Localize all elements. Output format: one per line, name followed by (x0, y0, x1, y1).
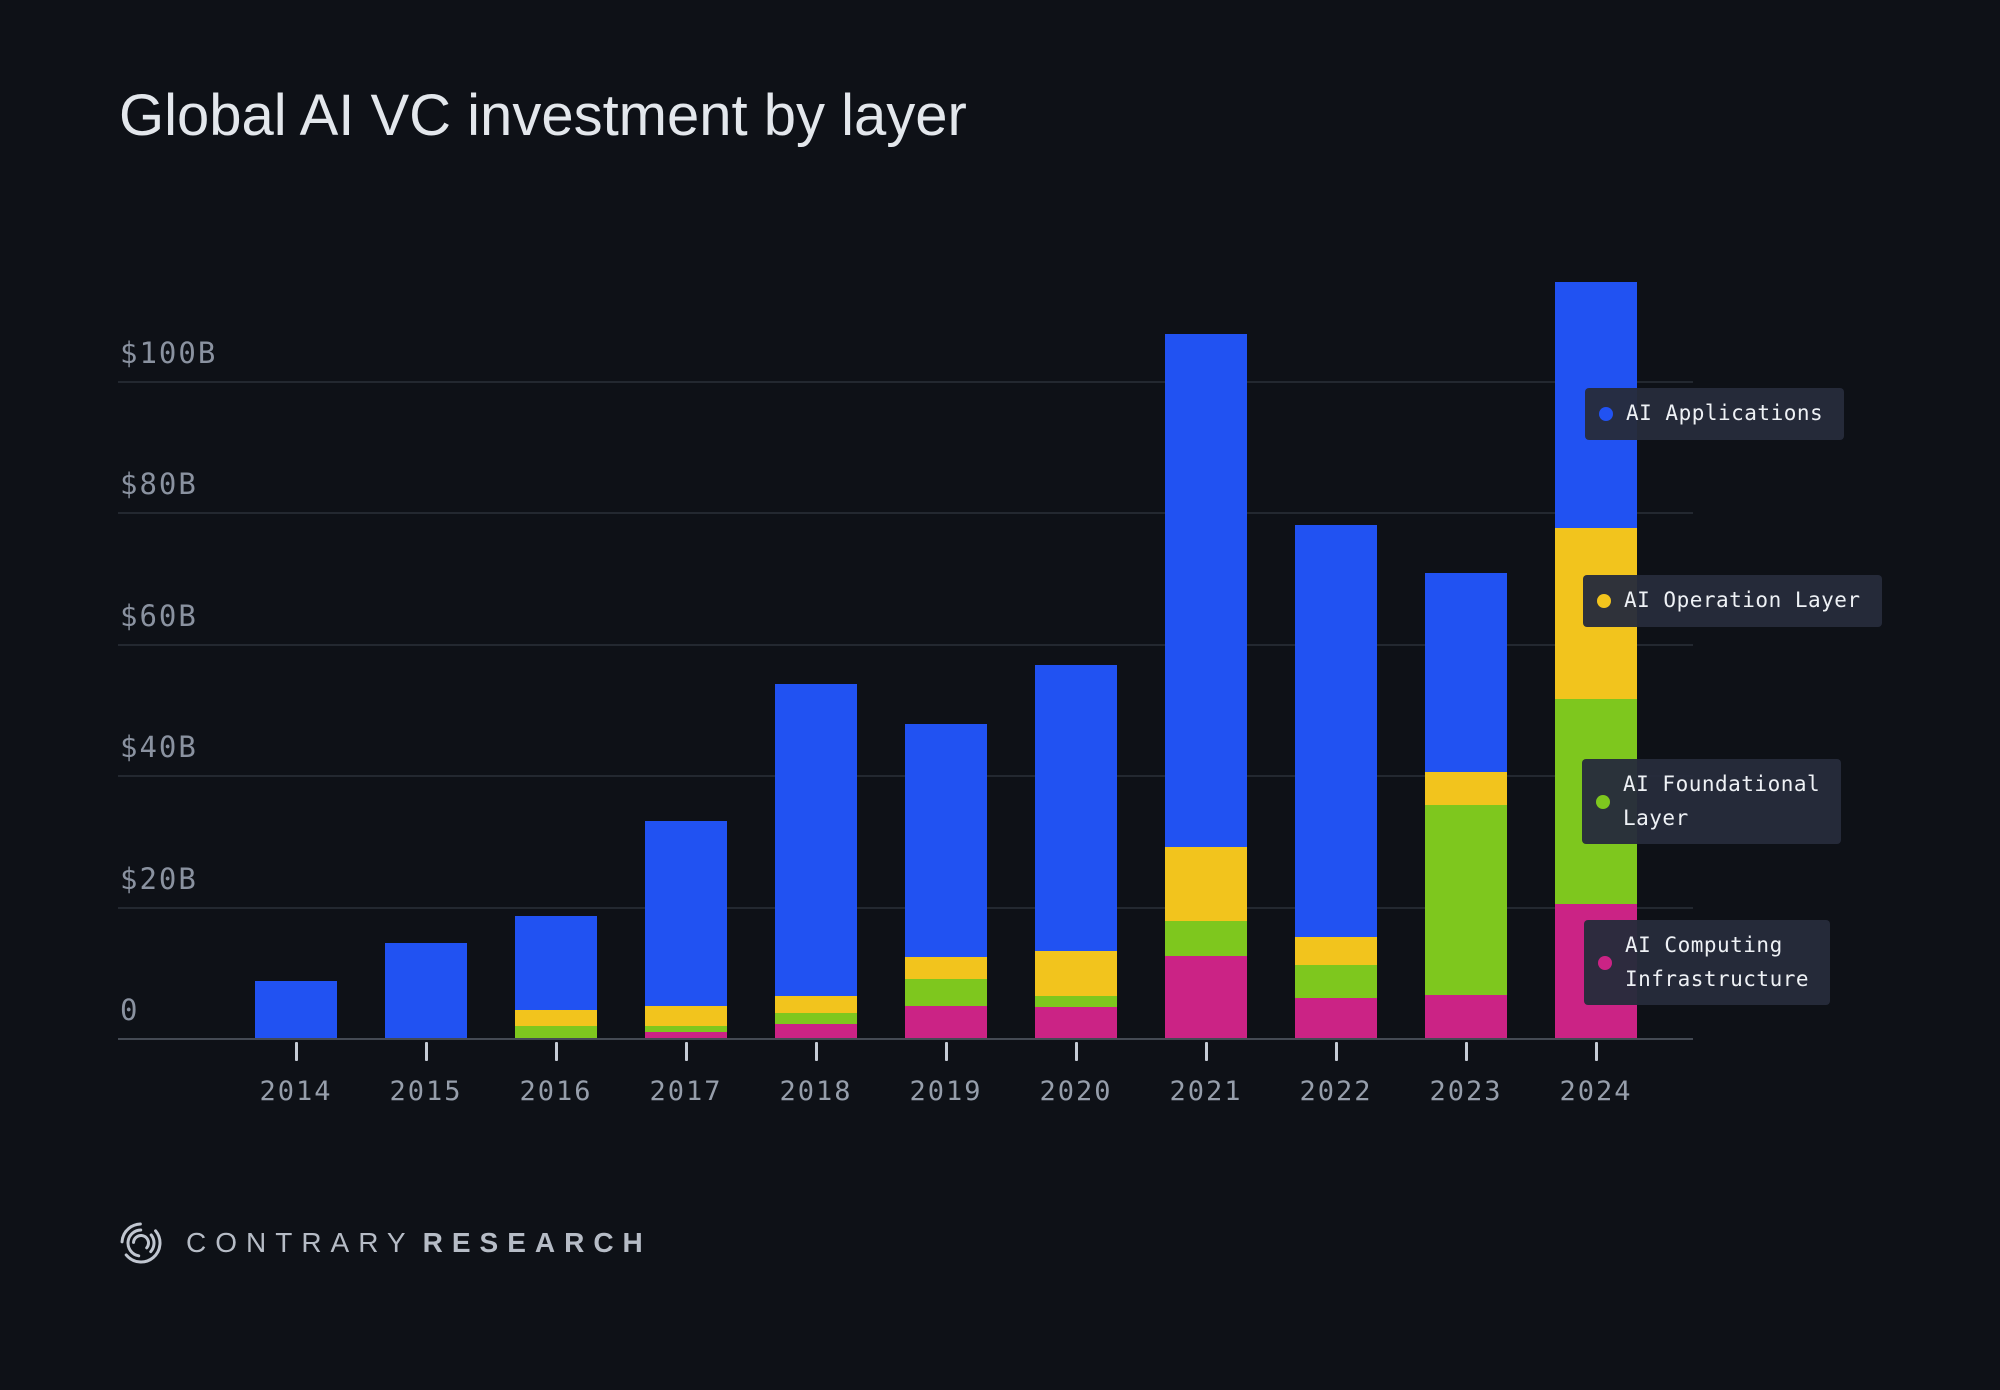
legend-label: AI Foundational Layer (1623, 772, 1821, 830)
gridline (118, 380, 1693, 383)
x-axis-tick (684, 1042, 688, 1061)
y-axis-label: 0 (120, 993, 140, 1027)
chart-title: Global AI VC investment by layer (119, 83, 967, 148)
x-axis-label: 2014 (259, 1076, 333, 1107)
x-axis-tick (424, 1042, 428, 1061)
legend-dot-icon (1596, 794, 1610, 809)
bar-segment-ai-foundational-layer (1165, 920, 1247, 957)
bar-segment-ai-foundational-layer (515, 1026, 597, 1038)
bar-segment-ai-computing-infrastructure (1295, 997, 1377, 1038)
y-axis-label: $100B (120, 335, 218, 370)
bar-segment-ai-operation-layer (1295, 936, 1377, 965)
bar-segment-ai-foundational-layer (1035, 995, 1117, 1008)
legend-label: AI Computing Infrastructure (1625, 933, 1810, 991)
legend-item-ai-applications: AI Applications (1585, 388, 1845, 440)
x-axis-tick (814, 1042, 818, 1061)
bar-segment-ai-applications (1295, 525, 1377, 937)
bar-segment-ai-foundational-layer (1425, 804, 1507, 996)
x-axis-label: 2023 (1429, 1076, 1503, 1107)
bar-segment-ai-applications (1165, 334, 1247, 847)
brand-name-primary: CONTRARY (186, 1227, 415, 1258)
legend-dot-icon (1598, 955, 1612, 970)
y-axis-label: $80B (120, 467, 198, 501)
bar-segment-ai-operation-layer (905, 957, 987, 980)
brand-name: CONTRARY RESEARCH (186, 1227, 652, 1259)
bar-segment-ai-applications (775, 684, 857, 996)
bar-segment-ai-computing-infrastructure (645, 1032, 727, 1038)
bar-segment-ai-applications (1425, 573, 1507, 772)
bar-segment-ai-applications (385, 943, 467, 1038)
bar-segment-ai-applications (905, 723, 987, 958)
bar-segment-ai-applications (515, 915, 597, 1011)
x-axis-label: 2018 (779, 1076, 853, 1107)
y-axis-label: $20B (120, 861, 198, 896)
y-axis-label: $60B (120, 598, 198, 633)
legend-item-ai-operation-layer: AI Operation Layer (1583, 575, 1882, 627)
x-axis-tick (1464, 1042, 1468, 1061)
bar-segment-ai-operation-layer (1425, 771, 1507, 805)
legend-label: AI Operation Layer (1624, 588, 1861, 612)
brand-footer: CONTRARY RESEARCH (118, 1220, 652, 1266)
x-axis-label: 2017 (649, 1076, 723, 1107)
y-axis-label: $40B (120, 730, 198, 764)
bar-segment-ai-foundational-layer (1295, 965, 1377, 998)
bar-segment-ai-computing-infrastructure (905, 1006, 987, 1038)
bar-segment-ai-applications (255, 980, 337, 1038)
x-axis-tick (1074, 1042, 1078, 1061)
x-axis-tick (1594, 1042, 1598, 1061)
x-axis-line (118, 1038, 1693, 1040)
brand-name-secondary: RESEARCH (422, 1227, 652, 1258)
gridline (118, 643, 1693, 646)
bar-segment-ai-operation-layer (645, 1005, 727, 1026)
x-axis-tick (294, 1042, 298, 1061)
legend-dot-icon (1597, 593, 1611, 608)
bar-segment-ai-foundational-layer (905, 979, 987, 1007)
x-axis-label: 2019 (909, 1076, 983, 1107)
bar-segment-ai-operation-layer (1165, 846, 1247, 921)
x-axis-label: 2020 (1039, 1076, 1113, 1107)
bar-segment-ai-foundational-layer (645, 1025, 727, 1033)
bar-segment-ai-computing-infrastructure (1425, 995, 1507, 1038)
bar-segment-ai-applications (645, 821, 727, 1006)
bar-segment-ai-operation-layer (515, 1010, 597, 1027)
x-axis-label: 2015 (389, 1076, 463, 1107)
bar-segment-ai-applications (1035, 664, 1117, 951)
bar-segment-ai-computing-infrastructure (1165, 956, 1247, 1038)
bar-segment-ai-computing-infrastructure (1035, 1007, 1117, 1038)
bar-segment-ai-operation-layer (1035, 950, 1117, 996)
legend-item-ai-foundational-layer: AI Foundational Layer (1582, 759, 1842, 845)
legend-item-ai-computing-infrastructure: AI Computing Infrastructure (1584, 920, 1831, 1006)
bar-segment-ai-operation-layer (775, 995, 857, 1013)
legend-label: AI Applications (1626, 401, 1824, 425)
bar-segment-ai-foundational-layer (775, 1013, 857, 1025)
x-axis-tick (944, 1042, 948, 1061)
x-axis-tick (554, 1042, 558, 1061)
bar-segment-ai-computing-infrastructure (775, 1024, 857, 1038)
x-axis-label: 2022 (1299, 1076, 1373, 1107)
x-axis-label: 2024 (1559, 1076, 1633, 1107)
x-axis-label: 2021 (1169, 1076, 1243, 1107)
x-axis-tick (1204, 1042, 1208, 1061)
gridline (118, 512, 1693, 514)
legend-dot-icon (1599, 406, 1613, 421)
contrary-logo-icon (120, 1222, 162, 1264)
x-axis-tick (1334, 1042, 1338, 1061)
x-axis-label: 2016 (519, 1076, 593, 1107)
